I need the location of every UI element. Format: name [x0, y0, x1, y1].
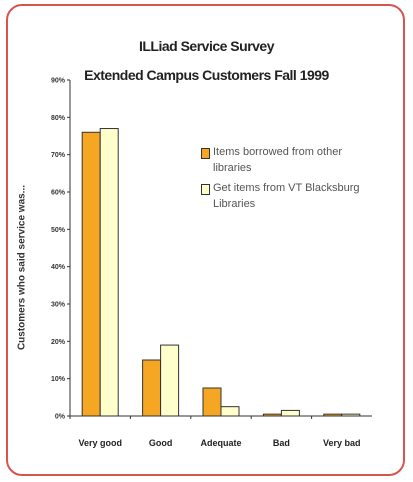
legend-label-1: Items borrowed from other libraries — [213, 146, 342, 174]
y-tick-label: 80% — [51, 115, 66, 122]
y-tick-label: 90% — [51, 78, 66, 85]
legend-swatch-1 — [201, 148, 210, 159]
bar-1 — [202, 387, 222, 417]
x-tick-label: Very good — [78, 438, 122, 448]
legend: Items borrowed from other libraries Get … — [201, 144, 361, 216]
bar-2 — [341, 413, 361, 417]
x-tick-label: Adequate — [200, 438, 241, 448]
x-tick-label: Good — [149, 438, 173, 448]
chart-subtitle: Extended Campus Customers Fall 1999 — [84, 67, 329, 83]
y-tick-label: 50% — [51, 227, 66, 234]
y-tick-label: 60% — [51, 190, 66, 197]
legend-label-2: Get items from VT Blacksburg Libraries — [213, 182, 360, 210]
y-tick-label: 0% — [55, 414, 66, 421]
y-tick-label: 10% — [51, 376, 66, 383]
legend-swatch-2 — [201, 184, 210, 195]
chart-title: ILLiad Service Survey — [138, 38, 275, 54]
bar-1 — [323, 413, 343, 417]
bar-2 — [160, 344, 180, 417]
bar-1 — [81, 131, 101, 417]
y-tick-label: 20% — [51, 339, 66, 346]
legend-item-1: Items borrowed from other libraries — [201, 144, 361, 176]
bar-2 — [220, 406, 240, 417]
x-tick-label: Very bad — [323, 438, 361, 448]
bar-2 — [99, 128, 119, 417]
y-tick-label: 40% — [51, 264, 66, 271]
x-tick-label: Bad — [273, 438, 290, 448]
bar-1 — [262, 413, 282, 417]
y-tick-label: 70% — [51, 152, 66, 159]
bar-2 — [280, 409, 300, 417]
bar-1 — [142, 359, 162, 417]
legend-item-2: Get items from VT Blacksburg Libraries — [201, 180, 361, 212]
y-tick-label: 30% — [51, 302, 66, 309]
